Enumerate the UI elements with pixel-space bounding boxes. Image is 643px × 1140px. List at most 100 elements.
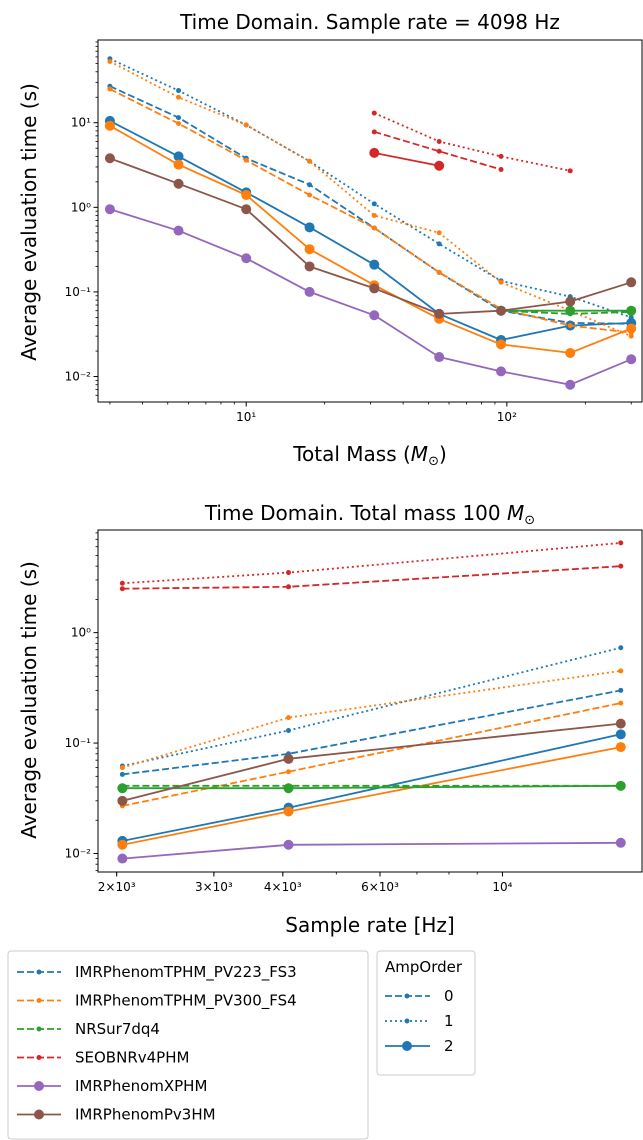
chart-mass-xlabel: Total Mass (M⊙) [292, 442, 447, 469]
data-point [626, 277, 637, 288]
data-point [286, 769, 292, 775]
y-tick-label: 10⁻² [65, 370, 92, 384]
legend-marker [34, 1081, 44, 1091]
data-point [241, 204, 252, 215]
data-point [304, 261, 315, 272]
data-point [117, 839, 128, 850]
data-point [286, 570, 292, 576]
y-tick-label: 10⁻¹ [65, 285, 92, 299]
data-point [243, 122, 249, 128]
data-point [628, 333, 634, 339]
data-point [283, 753, 294, 764]
series-line [122, 542, 621, 585]
x-tick-label: 3×10³ [195, 880, 233, 894]
legend-model-label: IMRPhenomTPHM_PV223_FS3 [75, 963, 297, 982]
chart-rate-series [117, 540, 626, 864]
data-point [286, 584, 292, 590]
data-point [434, 308, 445, 319]
y-tick-label: 10⁻² [65, 847, 92, 861]
data-point [498, 166, 504, 172]
data-point [283, 806, 294, 817]
data-point [283, 783, 294, 794]
data-point [369, 283, 380, 294]
data-point [117, 795, 128, 806]
series-line [500, 309, 632, 315]
series-line [122, 746, 621, 846]
data-point [243, 157, 249, 163]
legend-marker [36, 998, 42, 1003]
data-point [618, 645, 624, 651]
legend-marker [34, 1109, 44, 1120]
data-point [104, 153, 115, 164]
series-line [373, 112, 571, 172]
legend-model-label: IMRPhenomXPHM [75, 1077, 207, 1095]
legend-marker [36, 1055, 42, 1060]
data-point [615, 837, 626, 848]
data-point [496, 305, 507, 316]
chart-mass-ticks: 10¹ 10² 10⁻² 10⁻¹ 10⁰ 10¹ [65, 41, 632, 424]
data-point [371, 201, 377, 207]
series-line [122, 646, 622, 767]
series-line [122, 689, 621, 776]
data-point [173, 225, 184, 236]
chart-rate-ticks: 2×10³ 3×10³ 4×10³ 6×10³ 10⁴ 10⁻² 10⁻¹ 10⁰ [65, 532, 513, 894]
data-point [615, 718, 626, 729]
data-point [369, 310, 380, 321]
chart-rate: Time Domain. Total mass 100 M⊙ 2×10³ 3×10… [17, 501, 643, 937]
data-point [626, 305, 637, 316]
data-point [565, 305, 576, 316]
data-point [496, 366, 507, 377]
data-point [117, 783, 128, 794]
data-point [307, 158, 313, 164]
legend-model-label: IMRPhenomPv3HM [75, 1106, 216, 1124]
data-point [626, 323, 637, 334]
data-point [241, 189, 252, 200]
data-point [436, 241, 442, 247]
legend-model-label: SEOBNRv4PHM [75, 1049, 189, 1067]
series-line [109, 208, 632, 386]
x-tick-label: 6×10³ [361, 880, 399, 894]
data-point [567, 323, 573, 329]
data-point [618, 563, 624, 569]
legend-model-label: IMRPhenomTPHM_PV300_FS4 [75, 992, 297, 1011]
x-tick-label: 2×10³ [98, 880, 136, 894]
chart-mass-ylabel: Average evaluation time (s) [17, 83, 41, 361]
x-tick-label: 10⁴ [492, 880, 512, 894]
chart-mass-title: Time Domain. Sample rate = 4098 Hz [179, 10, 560, 34]
y-tick-label: 10⁰ [71, 200, 91, 214]
legend-amp-marker [404, 993, 410, 999]
data-point [369, 147, 380, 158]
data-point [618, 668, 624, 674]
data-point [434, 352, 445, 363]
y-tick-label: 10⁰ [71, 626, 91, 640]
data-point [565, 347, 576, 358]
data-point [176, 88, 182, 94]
legend-amp-label: 2 [444, 1037, 454, 1055]
x-tick-label: 10² [497, 410, 517, 424]
data-point [173, 151, 184, 162]
y-tick-label: 10¹ [71, 116, 91, 130]
x-tick-label: 4×10³ [264, 880, 302, 894]
data-point [436, 269, 442, 275]
chart-rate-ylabel: Average evaluation time (s) [17, 561, 41, 839]
legend-marker [36, 969, 42, 975]
legend-marker [36, 1026, 42, 1032]
x-tick-label: 10¹ [236, 410, 256, 424]
legend-model-label: NRSur7dq4 [75, 1020, 160, 1038]
chart-mass-frame [97, 39, 643, 403]
data-point [104, 120, 115, 131]
data-point [436, 138, 442, 144]
legend-amp-marker [402, 1041, 412, 1051]
data-point [618, 700, 624, 706]
data-point [436, 148, 442, 154]
data-point [615, 780, 626, 791]
data-point [119, 580, 125, 586]
series-line [109, 57, 632, 319]
legend-amp-label: 0 [444, 987, 454, 1005]
data-point [286, 727, 292, 733]
data-point [173, 159, 184, 170]
data-point [304, 222, 315, 233]
data-point [565, 296, 576, 307]
data-point [496, 339, 507, 350]
